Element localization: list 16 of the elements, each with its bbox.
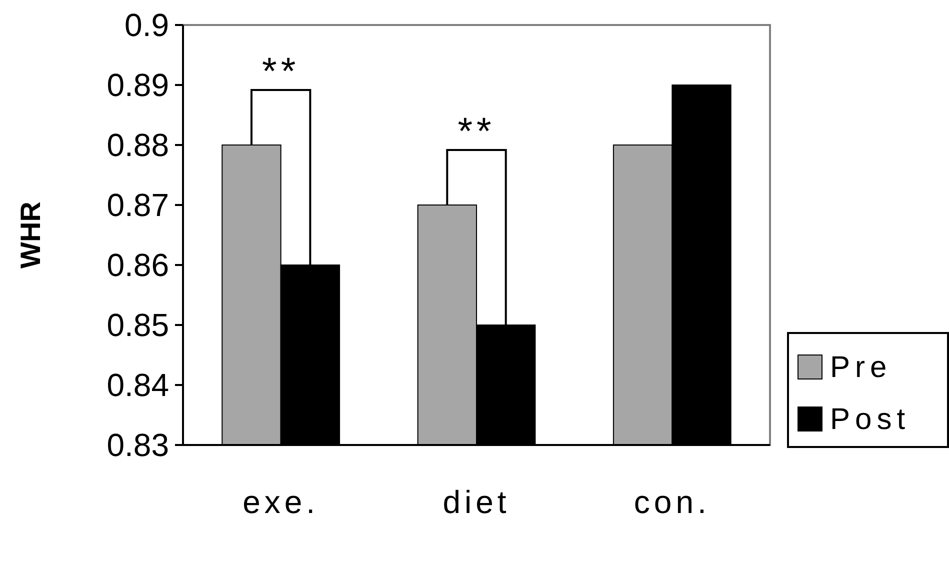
annotation: ** <box>458 111 496 153</box>
y-tick-label: 0.85 <box>106 307 169 344</box>
y-tick-label: 0.84 <box>106 367 169 404</box>
x-tick-label: con. <box>634 484 710 520</box>
y-axis-title: WHR <box>15 202 46 268</box>
x-tick-label: diet <box>442 484 510 520</box>
legend-label: Post <box>830 403 910 436</box>
x-tick-label: exe. <box>242 484 320 520</box>
y-tick-label: 0.86 <box>106 247 169 284</box>
y-tick-label: 0.9 <box>124 7 169 44</box>
annotation: ** <box>262 51 300 93</box>
legend-label: Pre <box>830 351 892 384</box>
y-tick-label: 0.87 <box>106 187 169 224</box>
y-tick-label: 0.89 <box>106 67 169 104</box>
y-tick-label: 0.83 <box>106 427 169 464</box>
y-tick-label: 0.88 <box>106 127 169 164</box>
